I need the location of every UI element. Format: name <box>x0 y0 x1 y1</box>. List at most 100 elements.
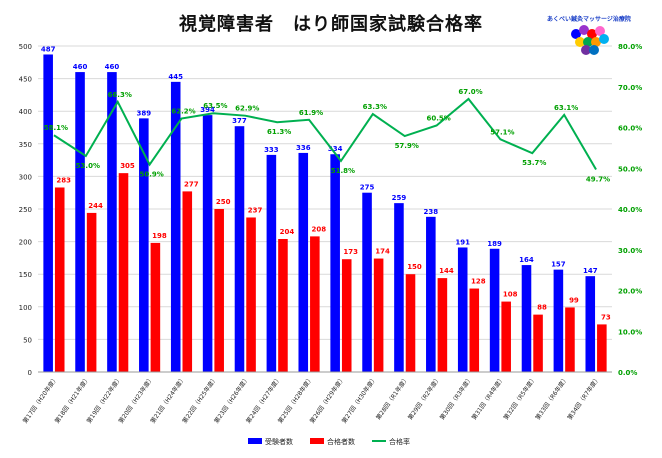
examinees-data-label: 333 <box>264 146 279 154</box>
y-right-tick-label: 40.0% <box>618 206 642 214</box>
examinees-data-label: 487 <box>41 45 56 53</box>
y-right-tick-label: 60.0% <box>618 125 642 133</box>
y-left-tick-label: 0 <box>28 369 32 377</box>
pass-rate-data-label: 62.2% <box>171 108 195 116</box>
bar-examinees <box>553 269 564 372</box>
passers-data-label: 99 <box>569 296 579 304</box>
bar-examinees <box>266 154 277 372</box>
bar-passers <box>278 238 288 372</box>
bar-examinees <box>298 152 309 372</box>
passers-data-label: 144 <box>439 267 454 275</box>
passers-data-label: 128 <box>471 278 486 286</box>
bar-passers <box>437 278 448 372</box>
passers-data-label: 108 <box>503 291 518 299</box>
bar-passers <box>341 259 352 372</box>
pass-rate-data-label: 51.8% <box>331 167 355 175</box>
passers-data-label: 305 <box>120 162 135 170</box>
examinees-data-label: 394 <box>200 106 215 114</box>
passers-data-label: 250 <box>216 198 231 206</box>
examinees-data-label: 445 <box>168 73 183 81</box>
y-right-tick-label: 20.0% <box>618 288 642 296</box>
examinees-data-label: 275 <box>360 184 375 192</box>
passers-data-label: 237 <box>248 206 263 214</box>
x-tick-label: 第17回（H20年度） <box>21 375 60 425</box>
examinees-data-label: 191 <box>455 238 470 246</box>
pass-rate-data-label: 62.9% <box>235 105 259 113</box>
passers-data-label: 150 <box>407 263 422 271</box>
x-tick-label: 第24回（H27年度） <box>244 375 283 425</box>
bar-passers <box>310 236 320 372</box>
examinees-data-label: 460 <box>73 63 88 71</box>
bar-passers <box>182 191 193 372</box>
bar-examinees <box>426 216 436 372</box>
legend-label: 合格率 <box>389 437 410 446</box>
pass-rate-data-label: 63.3% <box>363 103 387 111</box>
pass-rate-line <box>53 97 597 170</box>
x-tick-label: 第31回（R4年度） <box>470 375 506 422</box>
x-tick-label: 第22回（H25年度） <box>180 375 219 425</box>
x-tick-label: 第32回（R5年度） <box>502 375 538 422</box>
x-tick-label: 第23回（H26年度） <box>212 375 251 425</box>
bar-passers <box>533 314 543 372</box>
bar-passers <box>246 217 256 372</box>
bar-examinees <box>457 247 468 372</box>
bar-examinees <box>394 203 404 372</box>
examinees-data-label: 460 <box>105 63 120 71</box>
examinees-data-label: 189 <box>487 240 502 248</box>
bar-examinees <box>362 192 372 372</box>
y-left-tick-label: 150 <box>19 271 32 279</box>
bar-passers <box>118 173 129 372</box>
x-tick-label: 第20回（H23年度） <box>117 375 156 425</box>
examinees-data-label: 389 <box>137 109 152 117</box>
bar-examinees <box>107 72 117 372</box>
bar-passers <box>86 212 97 372</box>
bar-passers <box>565 307 575 372</box>
legend-swatch <box>248 438 262 444</box>
pass-rate-data-label: 61.3% <box>267 128 291 136</box>
pass-rate-data-label: 66.3% <box>108 91 132 99</box>
y-right-tick-label: 50.0% <box>618 165 642 173</box>
bar-passers <box>54 187 65 372</box>
pass-rate-data-label: 63.1% <box>554 104 578 112</box>
bar-examinees <box>139 118 149 372</box>
pass-rate-data-label: 67.0% <box>458 88 482 96</box>
bar-passers <box>597 324 607 372</box>
pass-rate-data-label: 57.9% <box>395 142 419 150</box>
bar-passers <box>150 242 161 372</box>
y-right-tick-label: 70.0% <box>618 84 642 92</box>
bar-examinees <box>202 115 213 372</box>
y-left-tick-label: 100 <box>19 304 32 312</box>
bar-examinees <box>585 276 596 372</box>
x-tick-label: 第29回（R2年度） <box>406 375 442 422</box>
x-tick-label: 第33回（R6年度） <box>534 375 570 422</box>
flower-petals-icon <box>571 25 609 55</box>
bar-examinees <box>234 126 245 372</box>
legend-swatch <box>310 438 324 444</box>
x-tick-label: 第30回（R3年度） <box>438 375 474 422</box>
pass-rate-data-label: 60.5% <box>426 114 450 122</box>
bar-examinees <box>43 54 53 372</box>
examinees-data-label: 336 <box>296 144 311 152</box>
x-tick-label: 第34回（R7年度） <box>566 375 602 422</box>
examinees-data-label: 377 <box>232 117 247 125</box>
passers-data-label: 244 <box>88 202 103 210</box>
x-tick-label: 第25回（H28年度） <box>276 375 315 425</box>
bar-examinees <box>489 248 500 372</box>
x-tick-label: 第28回（R1年度） <box>374 375 410 422</box>
bar-passers <box>214 209 224 372</box>
x-tick-label: 第26回（H29年度） <box>308 375 347 425</box>
examinees-data-label: 164 <box>519 256 534 264</box>
x-tick-label: 第19回（H22年度） <box>85 375 124 425</box>
legend-label: 受験者数 <box>265 437 293 446</box>
pass-rate-data-label: 57.1% <box>490 128 514 136</box>
examinees-data-label: 259 <box>392 194 407 202</box>
y-left-tick-label: 400 <box>19 108 32 116</box>
y-left-tick-label: 200 <box>19 239 32 247</box>
passers-data-label: 173 <box>343 248 358 256</box>
y-left-tick-label: 500 <box>19 43 32 51</box>
passers-data-label: 277 <box>184 180 199 188</box>
y-right-tick-label: 10.0% <box>618 328 642 336</box>
pass-rate-data-label: 61.9% <box>299 109 323 117</box>
